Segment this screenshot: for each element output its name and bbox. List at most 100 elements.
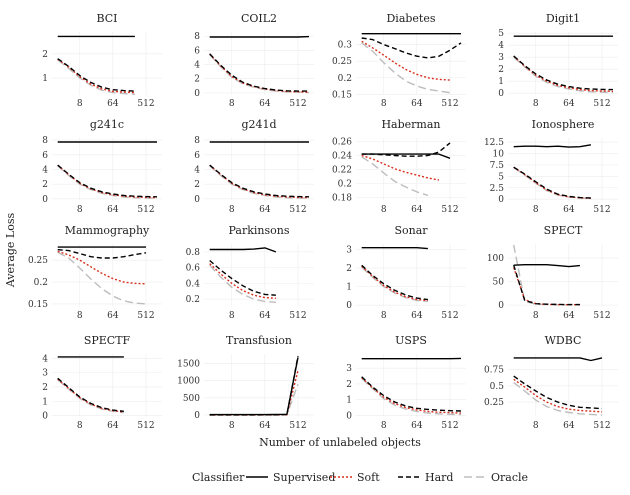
- x-tick-label: 8: [381, 205, 387, 215]
- x-tick-label: 64: [411, 311, 423, 321]
- y-tick-label: 0.15: [28, 300, 48, 310]
- y-tick-label: 5: [498, 29, 504, 39]
- panel-ionosphere: Ionosphere 8 64 512 02.5 57.510 12.5: [484, 118, 618, 215]
- x-tick-label: 64: [107, 205, 119, 215]
- x-tick-label: 512: [137, 205, 154, 215]
- x-tick-label: 8: [533, 311, 539, 321]
- x-tick-label: 64: [259, 99, 271, 109]
- series-line-supervised-parkinsons: [209, 247, 277, 253]
- panel-wdbc: WDBC 8 64 512 0.25 0.5 0.75: [484, 334, 618, 431]
- y-tick-label: 0: [42, 195, 48, 205]
- y-tick-label: 1: [346, 283, 352, 293]
- series-line-oracle-g241c: [57, 165, 158, 199]
- y-tick-label: 0.4: [186, 279, 201, 289]
- series-line-soft-haberman: [361, 154, 440, 181]
- y-tick-label: 4: [498, 41, 504, 51]
- panel-mammography: Mammography 8 64 512 0.15 0.2 0.25: [28, 224, 162, 321]
- x-tick-label: 64: [259, 421, 271, 431]
- series-line-oracle-bci: [57, 59, 135, 95]
- y-tick-label: 2: [194, 75, 200, 85]
- y-tick-label: 2: [194, 180, 200, 190]
- x-tick-label: 64: [107, 311, 119, 321]
- y-tick-label: 0.22: [332, 166, 352, 176]
- y-tick-label: 0.6: [186, 264, 201, 274]
- y-tick-label: 6: [194, 46, 200, 56]
- series-line-soft-transfusion: [209, 370, 299, 416]
- y-tick-label: 2: [498, 65, 504, 75]
- x-tick-label: 64: [107, 421, 119, 431]
- y-tick-label: 2: [42, 50, 48, 60]
- x-tick-label: 512: [441, 421, 458, 431]
- panel-title-g241d: g241d: [241, 118, 276, 131]
- y-tick-label: 4: [194, 166, 200, 176]
- x-tick-label: 8: [77, 205, 83, 215]
- series-line-hard-transfusion: [209, 355, 299, 416]
- panel-title-mammography: Mammography: [65, 224, 150, 237]
- x-tick-label: 512: [289, 205, 306, 215]
- panel-haberman: Haberman 8 64 512 0.18 0.2 0.22 0.24 0.26: [332, 118, 466, 215]
- x-tick-label: 64: [259, 205, 271, 215]
- x-tick-label: 512: [441, 99, 458, 109]
- series-line-hard-spectf: [57, 377, 124, 412]
- series-line-oracle-parkinsons: [209, 264, 276, 303]
- y-tick-label: 2: [42, 383, 48, 393]
- x-tick-label: 512: [593, 205, 610, 215]
- x-tick-label: 8: [77, 421, 83, 431]
- y-tick-label: 3: [346, 364, 352, 374]
- panel-title-spectf: SPECTF: [84, 334, 131, 347]
- series-line-hard-sonar: [361, 264, 428, 301]
- x-tick-label: 64: [563, 311, 575, 321]
- series-line-soft-diabetes: [361, 40, 451, 81]
- x-axis-label: Number of unlabeled objects: [259, 436, 421, 449]
- series-line-oracle-ionosphere: [513, 167, 591, 200]
- series-line-soft-spectf: [57, 378, 124, 413]
- series-line-soft-usps: [361, 377, 462, 414]
- y-tick-label: 2.5: [490, 184, 505, 194]
- series-line-oracle-digit1: [513, 56, 614, 94]
- legend: Classifier Supervised Soft Hard Oracle: [192, 471, 528, 484]
- y-tick-label: 0: [194, 89, 200, 99]
- panel-bci: BCI 8 64 512 1 2: [42, 12, 162, 109]
- panel-digit1: Digit1 8 64 512 0 1 2 3 4 5: [498, 12, 618, 109]
- series-line-oracle-spectf: [57, 379, 124, 414]
- x-tick-label: 64: [411, 205, 423, 215]
- y-tick-label: 8: [42, 136, 48, 146]
- y-tick-label: 6: [42, 151, 48, 161]
- series-line-oracle-mammography: [57, 251, 147, 305]
- y-tick-label: 50: [493, 278, 505, 288]
- y-tick-label: 0.2: [34, 278, 48, 288]
- panel-spectf: SPECTF 8 64 512 0 1 2 3 4: [42, 334, 162, 431]
- series-line-oracle-transfusion: [209, 383, 299, 416]
- y-tick-label: 0.75: [484, 366, 504, 376]
- x-tick-label: 8: [533, 421, 539, 431]
- y-tick-label: 1: [42, 74, 48, 84]
- series-line-hard-digit1: [513, 55, 614, 91]
- x-tick-label: 8: [533, 99, 539, 109]
- x-tick-label: 8: [381, 311, 387, 321]
- series-line-hard-diabetes: [361, 37, 462, 59]
- legend-label-oracle: Oracle: [491, 471, 528, 484]
- x-tick-label: 8: [229, 99, 235, 109]
- y-tick-label: 0: [346, 411, 352, 421]
- panel-title-digit1: Digit1: [546, 12, 580, 25]
- y-tick-label: 0: [346, 301, 352, 311]
- series-line-oracle-sonar: [361, 266, 428, 303]
- y-tick-label: 0.25: [28, 256, 48, 266]
- series-line-oracle-wdbc: [513, 382, 603, 416]
- y-tick-label: 0.25: [484, 398, 504, 408]
- panel-title-coil2: COIL2: [241, 12, 277, 25]
- series-line-oracle-haberman: [361, 156, 429, 197]
- y-tick-label: 0: [42, 412, 48, 422]
- series-line-hard-ionosphere: [513, 166, 591, 199]
- y-tick-label: 1000: [177, 377, 200, 387]
- series-line-soft-coil2: [209, 53, 310, 93]
- y-tick-label: 5: [498, 172, 504, 182]
- y-tick-label: 1: [498, 77, 504, 87]
- y-tick-label: 0.15: [332, 90, 352, 100]
- y-tick-label: 0: [194, 195, 200, 205]
- series-line-hard-spect: [513, 264, 580, 306]
- series-line-soft-wdbc: [513, 378, 603, 413]
- x-tick-label: 64: [563, 205, 575, 215]
